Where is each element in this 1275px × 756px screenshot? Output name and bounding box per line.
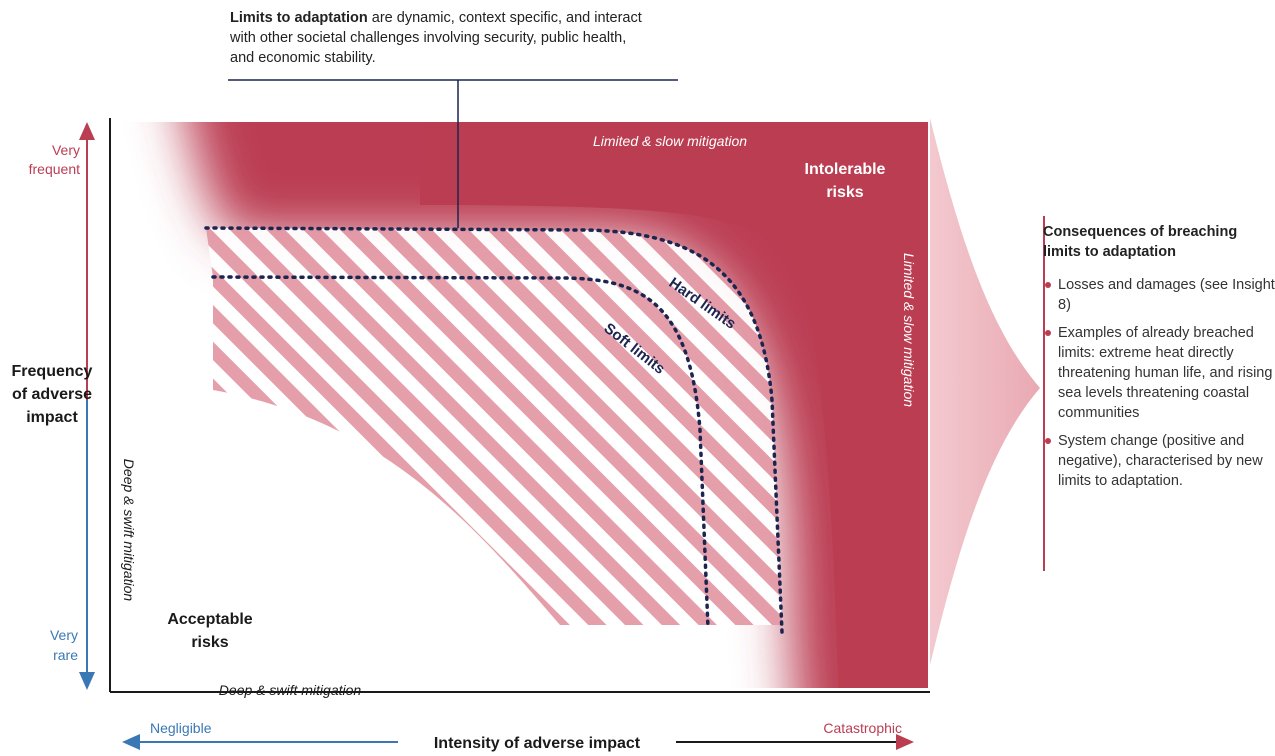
y-axis-title-1: Frequency: [12, 363, 93, 380]
callout-text: are dynamic, context specific, and inter…: [230, 10, 642, 66]
y-top-label-2: frequent: [29, 161, 80, 177]
y-bottom-label-2: rare: [53, 647, 78, 663]
mitigation-bottom-label: Deep & swift mitigation: [219, 682, 362, 698]
consequence-text: System change (positive and negative), c…: [1058, 433, 1263, 489]
intolerable-label-2: risks: [826, 184, 863, 201]
intensity-arrow-left-head: [122, 734, 140, 750]
y-axis-title-2: of adverse: [12, 386, 92, 403]
consequence-arrow: [930, 118, 1040, 665]
soft-limits-curve: [211, 275, 710, 630]
consequence-text: Examples of already breached limits: ext…: [1058, 325, 1273, 421]
risk-zones: [186, 122, 928, 688]
y-axis-title-3: impact: [26, 409, 78, 426]
intolerable-risk-core: [420, 122, 928, 688]
mitigation-right-label: Limited & slow mitigation: [901, 253, 917, 407]
frequency-arrow-up-head: [79, 122, 95, 140]
list-item: Examples of already breached limits: ext…: [1043, 323, 1275, 423]
x-right-label: Catastrophic: [823, 720, 902, 736]
consequences-rule: [1043, 216, 1045, 571]
consequences-list: Losses and damages (see Insight 8) Examp…: [1043, 275, 1275, 499]
mitigation-top-label: Limited & slow mitigation: [593, 133, 747, 149]
hatched-soft-zone: [213, 277, 700, 625]
mitigation-left-label: Deep & swift mitigation: [121, 459, 137, 602]
x-axis-title: Intensity of adverse impact: [434, 735, 641, 752]
bullet-icon: [1045, 330, 1051, 336]
bullet-icon: [1045, 282, 1051, 288]
bullet-icon: [1045, 438, 1051, 444]
intolerable-label-1: Intolerable: [805, 161, 886, 178]
list-item: System change (positive and negative), c…: [1043, 431, 1275, 491]
intensity-arrow-right-head: [896, 734, 914, 750]
x-left-label: Negligible: [150, 720, 212, 736]
frequency-arrow-down-head: [79, 672, 95, 690]
list-item: Losses and damages (see Insight 8): [1043, 275, 1275, 315]
hatched-limit-zone: [206, 228, 782, 625]
consequences-title: Consequences of breaching limits to adap…: [1043, 224, 1238, 260]
consequence-text: Losses and damages (see Insight 8): [1058, 277, 1275, 313]
intolerable-risk-zone: [186, 122, 928, 688]
y-bottom-label-1: Very: [50, 627, 78, 643]
y-top-label-1: Very: [52, 142, 80, 158]
limits-callout: Limits to adaptation are dynamic, contex…: [230, 8, 650, 68]
acceptable-label-2: risks: [191, 634, 228, 651]
hard-limits-curve: [204, 226, 784, 634]
acceptable-label-1: Acceptable: [167, 611, 252, 628]
callout-bold: Limits to adaptation: [230, 10, 368, 26]
